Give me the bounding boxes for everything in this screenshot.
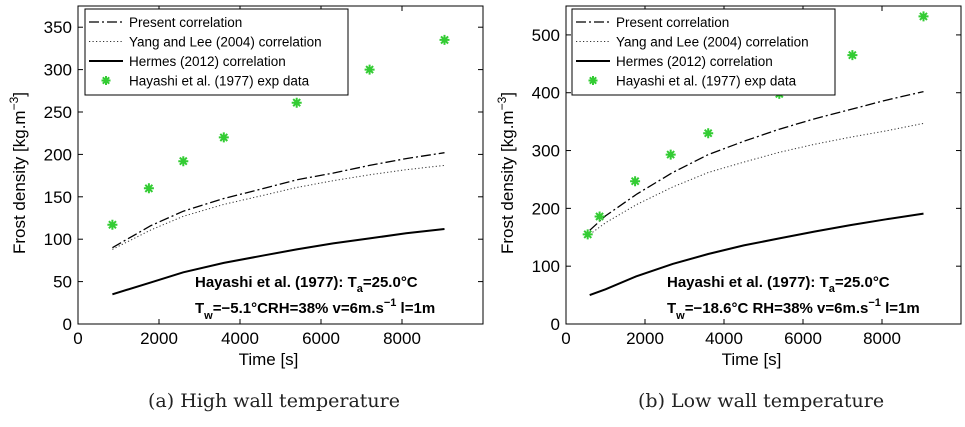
chart-a-legend-label: Hayashi et al. (1977) exp data: [129, 74, 310, 89]
chart-a-annotation-line1: Hayashi et al. (1977): Ta=25.0°C: [195, 274, 418, 295]
chart-b-exp-data-point: [630, 176, 641, 187]
chart-b-legend-marker: [588, 76, 598, 85]
chart-b-exp-data-point: [847, 50, 858, 61]
chart-b-x-tick-label: 6000: [784, 329, 822, 348]
chart-b-legend-label: Present correlation: [616, 15, 729, 30]
chart-a-exp-data-point: [178, 156, 189, 167]
chart-a-x-tick-label: 6000: [302, 329, 340, 348]
chart-a-legend: Present correlation Yang and Lee (2004) c…: [84, 8, 349, 96]
chart-b-exp-data-point: [582, 229, 593, 240]
chart-a-hermes-line: [112, 228, 445, 296]
chart-b-legend-box: [571, 8, 836, 96]
chart-a-svg: 0 2000 4000 6000 8000 0 50 100 150 200 250 300 350 Ti…: [7, 5, 484, 369]
chart-a-legend-box: [84, 8, 349, 96]
chart-a-y-tick-label: 150: [44, 188, 72, 207]
chart-b-exp-data-point: [918, 11, 929, 22]
chart-b-legend-label: Hermes (2012) correlation: [616, 54, 773, 69]
chart-b-annotation-line2: Tw=−18.6°C RH=38% v=6m.s−1 l=1m: [667, 297, 920, 322]
chart-b-legend: Present correlation Yang and Lee (2004) c…: [571, 8, 836, 96]
chart-b-y-tick-label: 100: [532, 257, 560, 276]
chart-b-y-tick-label: 0: [551, 315, 560, 334]
chart-a-y-tick-label: 100: [44, 230, 72, 249]
chart-b-x-tick-label: 4000: [705, 329, 743, 348]
chart-b-hermes-line: [589, 212, 924, 297]
chart-a-y-tick-label: 0: [63, 315, 72, 334]
chart-a-legend-marker: [101, 76, 111, 85]
chart-b-present-correlation-line: [589, 90, 924, 231]
chart-b-y-tick-label: 400: [532, 84, 560, 103]
chart-b-x-tick-label: 0: [561, 329, 570, 348]
chart-b-exp-data-point: [665, 149, 676, 160]
chart-a-y-axis-label: Frost density [kg.m−3]: [7, 92, 29, 254]
chart-b-x-tick-label: 2000: [626, 329, 664, 348]
chart-a-y-tick-label: 300: [44, 61, 72, 80]
chart-a-present-correlation-line: [112, 152, 445, 249]
caption-b: (b) Low wall temperature: [638, 390, 885, 412]
chart-a-x-tick-label: 0: [73, 329, 82, 348]
chart-a-exp-data-point: [218, 132, 229, 143]
chart-b-y-tick-label: 200: [532, 199, 560, 218]
chart-a-axes-box: [77, 5, 484, 325]
chart-a-y-tick-label: 200: [44, 145, 72, 164]
chart-a-legend-label: Yang and Lee (2004) correlation: [129, 35, 322, 50]
chart-a-exp-data-point: [364, 64, 375, 75]
chart-a-exp-data-point: [439, 34, 450, 45]
chart-b-legend-label: Yang and Lee (2004) correlation: [616, 35, 809, 50]
chart-a-exp-data-point: [291, 97, 302, 108]
chart-b-x-tick-label: 8000: [863, 329, 901, 348]
chart-a-y-tick-label: 250: [44, 103, 72, 122]
chart-a-exp-data-point: [143, 183, 154, 194]
chart-b-exp-data-point: [703, 128, 714, 139]
chart-b-svg: 0 2000 4000 6000 8000 0 100 200 300 400 500 Time [s…: [495, 5, 962, 369]
chart-b-annotation-line1: Hayashi et al. (1977): Ta=25.0°C: [667, 274, 890, 295]
chart-panel-b: 0 2000 4000 6000 8000 0 100 200 300 400 500 Time [s…: [490, 0, 965, 422]
chart-b-y-tick-label: 500: [532, 26, 560, 45]
chart-a-exp-data-point: [107, 219, 118, 230]
chart-b-axes-box: [565, 5, 962, 325]
chart-b-yang-lee-line: [589, 122, 924, 235]
chart-a-x-tick-label: 8000: [383, 329, 421, 348]
chart-b-exp-data-point: [594, 211, 605, 222]
chart-a-y-tick-label: 350: [44, 18, 72, 37]
chart-a-x-tick-label: 4000: [221, 329, 259, 348]
chart-a-x-tick-label: 2000: [140, 329, 178, 348]
chart-a-annotation-line2: Tw=−5.1°CRH=38% v=6m.s−1 l=1m: [195, 297, 435, 322]
chart-b-y-axis-label: Frost density [kg.m−3]: [495, 92, 517, 254]
caption-a: (a) High wall temperature: [148, 390, 400, 412]
chart-b-y-tick-label: 300: [532, 142, 560, 161]
chart-panel-a: 0 2000 4000 6000 8000 0 50 100 150 200 250 300 350 Ti…: [7, 5, 484, 369]
chart-a-legend-label: Present correlation: [129, 15, 242, 30]
chart-a-y-tick-label: 50: [53, 273, 72, 292]
chart-a-legend-label: Hermes (2012) correlation: [129, 54, 286, 69]
chart-b-x-axis-label: Time [s]: [722, 350, 782, 369]
chart-a-yang-lee-line: [112, 164, 445, 250]
chart-b-legend-label: Hayashi et al. (1977) exp data: [616, 74, 797, 89]
chart-a-x-axis-label: Time [s]: [239, 350, 299, 369]
